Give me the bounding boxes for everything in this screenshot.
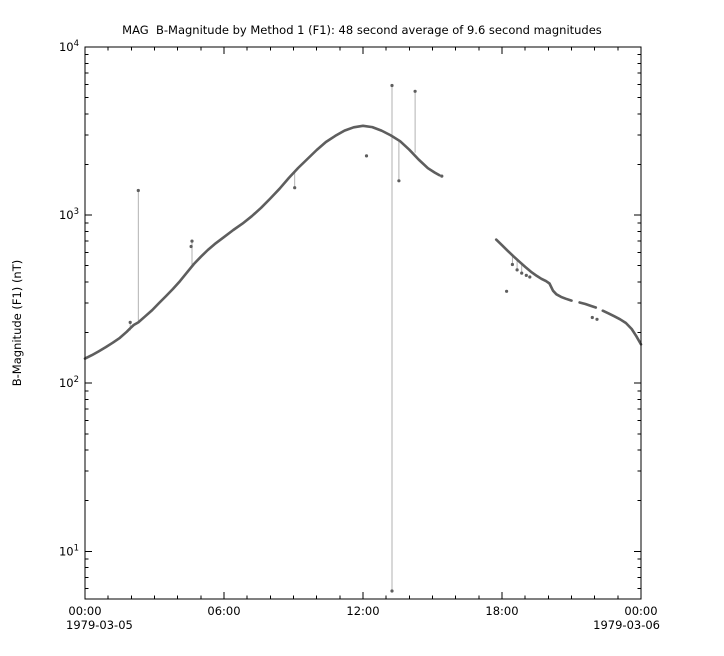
y-tick-label: 102 xyxy=(59,375,79,390)
axes xyxy=(84,46,642,600)
outlier-dot xyxy=(390,83,394,88)
curve-segment xyxy=(601,309,643,346)
outlier-dot xyxy=(128,320,132,324)
outlier-dot xyxy=(390,589,394,593)
curve-segment xyxy=(494,238,573,302)
outlier-dot xyxy=(397,179,401,183)
outlier-dot xyxy=(524,273,528,277)
outlier-dot xyxy=(413,89,417,93)
outlier-points xyxy=(128,83,599,593)
outlier-dot xyxy=(520,271,524,275)
y-tick-label: 104 xyxy=(59,39,79,54)
outlier-spike-lines xyxy=(129,85,523,591)
outlier-dot xyxy=(189,244,193,249)
x-tick-label: 18:00 xyxy=(485,604,518,618)
curve-segment xyxy=(578,301,598,309)
plot-frame xyxy=(84,46,642,600)
x-tick-label: 00:00 xyxy=(68,604,101,618)
outlier-dot xyxy=(595,317,599,321)
outlier-dot xyxy=(190,239,194,243)
outlier-dot xyxy=(136,188,140,193)
outlier-dot xyxy=(364,154,369,158)
outlier-dot xyxy=(590,315,594,320)
x-tick-label: 06:00 xyxy=(207,604,240,618)
y-axis-label: B-Magnitude (F1) (nT) xyxy=(10,260,24,386)
outlier-dot xyxy=(510,262,514,267)
outlier-dot xyxy=(515,268,519,272)
outlier-dot xyxy=(528,275,532,279)
x-tick-label: 12:00 xyxy=(346,604,379,618)
x-axis-start-date: 1979-03-05 xyxy=(66,618,133,632)
outlier-dot xyxy=(293,186,297,190)
curve-segment xyxy=(83,124,441,360)
y-tick-label: 101 xyxy=(59,543,79,558)
x-tick-label: 00:00 xyxy=(624,604,657,618)
chart-title: MAG B-Magnitude by Method 1 (F1): 48 sec… xyxy=(122,23,602,37)
x-axis-end-date: 1979-03-06 xyxy=(593,618,660,632)
main-curve xyxy=(83,124,643,360)
y-tick-label: 103 xyxy=(59,207,79,222)
outlier-dot xyxy=(440,174,444,178)
outlier-dot xyxy=(505,289,509,293)
